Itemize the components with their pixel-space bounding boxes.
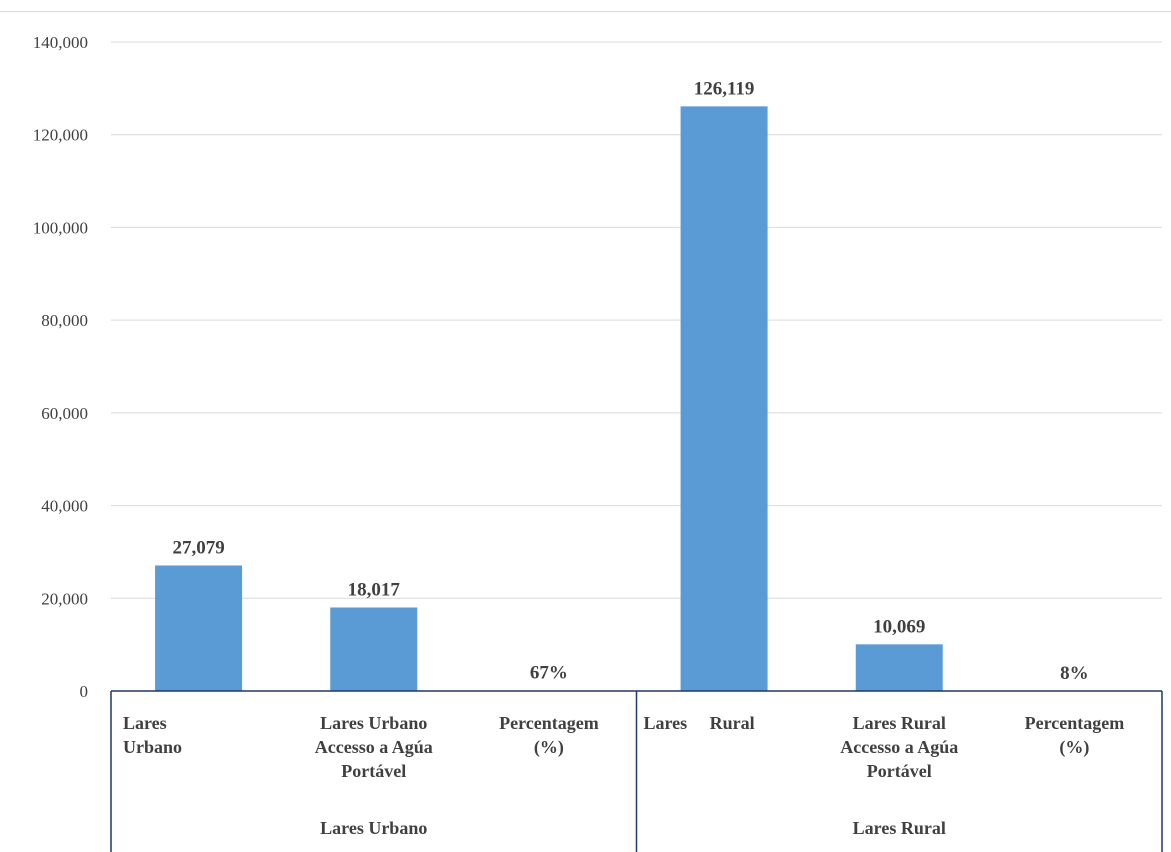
y-axis-tick-labels: 0 20,000 40,000 60,000 80,000 100,000 120,000 1… [33, 33, 88, 701]
y-tick-label: 40,000 [41, 497, 88, 516]
data-label: 27,079 [172, 537, 224, 558]
y-tick-label: 0 [80, 682, 89, 701]
category-axis [110, 690, 1163, 852]
data-label: 8% [1060, 663, 1089, 684]
category-label: Lares [123, 713, 167, 733]
bar [155, 565, 243, 691]
category-label: Percentagem [1025, 713, 1125, 733]
y-tick-label: 20,000 [41, 589, 88, 608]
bar [330, 607, 418, 691]
y-tick-label: 140,000 [33, 33, 88, 52]
category-label: (%) [534, 737, 564, 758]
bar [680, 106, 768, 692]
category-label: Lares Urbano [320, 713, 427, 733]
category-label: Portável [867, 761, 932, 781]
category-label: Urbano [123, 737, 182, 757]
data-label: 126,119 [694, 78, 755, 99]
data-label: 67% [530, 663, 568, 684]
bar [855, 644, 943, 691]
gridlines [111, 41, 1162, 599]
y-tick-label: 100,000 [33, 218, 88, 237]
category-label: Lares Rural [644, 713, 755, 733]
category-labels: Lares Urbano Lares Urbano Accesso a Agúa Por… [123, 713, 1124, 781]
group-labels: Lares Urbano Lares Rural [320, 818, 946, 838]
group-label: Lares Rural [853, 818, 946, 838]
category-label: Lares Rural [853, 713, 946, 733]
data-labels: 27,079 18,017 67% 126,119 10,069 8% [172, 78, 1088, 684]
category-label: Accesso a Agúa [840, 737, 958, 757]
bars [155, 106, 1118, 692]
y-tick-label: 80,000 [41, 311, 88, 330]
group-label: Lares Urbano [320, 818, 427, 838]
category-label: Portável [341, 761, 406, 781]
category-label: (%) [1059, 737, 1089, 758]
data-label: 10,069 [873, 616, 925, 637]
category-label: Accesso a Agúa [315, 737, 433, 757]
y-tick-label: 60,000 [41, 404, 88, 423]
y-tick-label: 120,000 [33, 126, 88, 145]
data-label: 18,017 [348, 579, 401, 600]
category-label: Percentagem [499, 713, 599, 733]
